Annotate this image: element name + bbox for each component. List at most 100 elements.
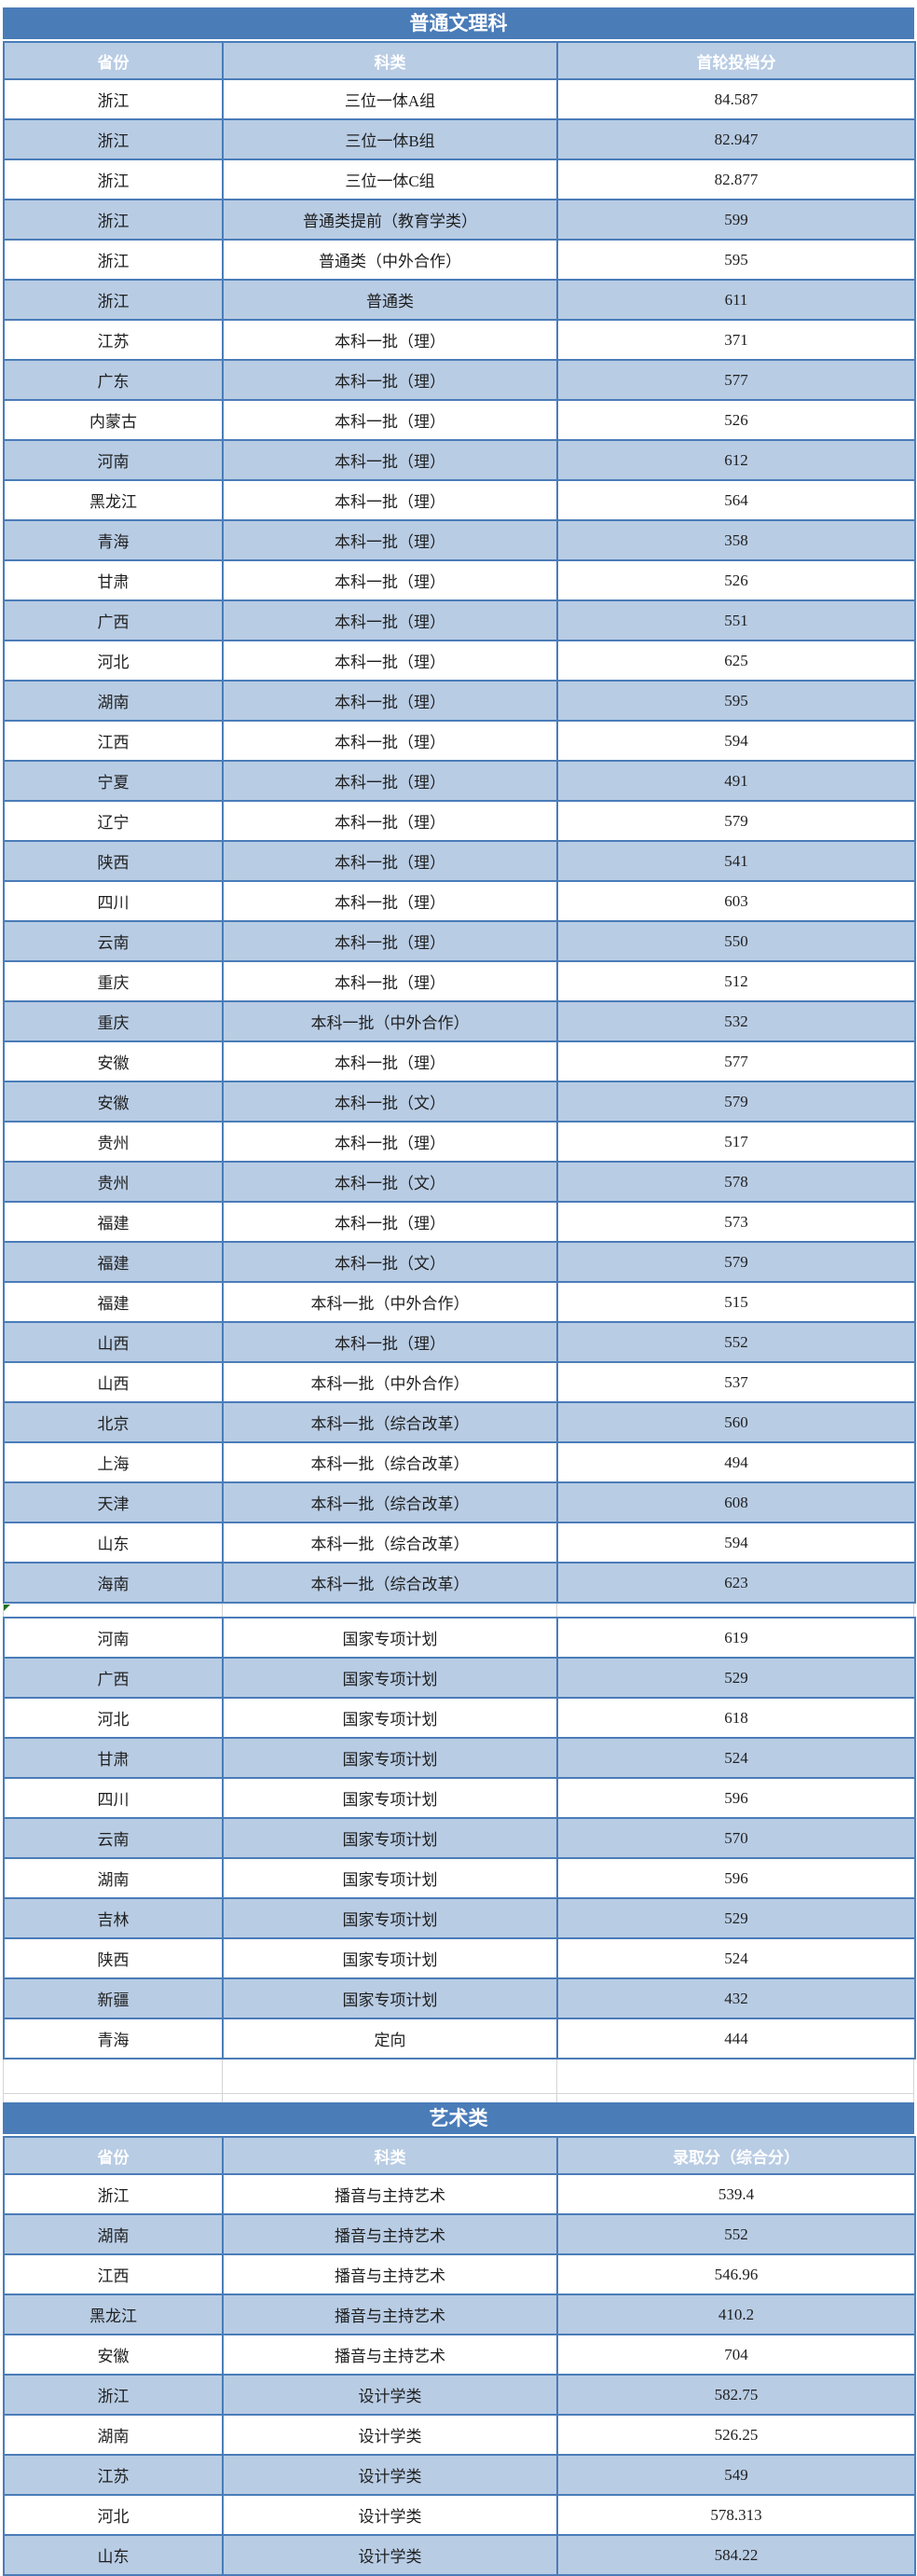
score-cell: 529 [556, 1657, 916, 1699]
category-cell: 本科一批（理） [222, 920, 558, 962]
header-row: 省份 科类 录取分（综合分） [3, 2136, 916, 2175]
score-cell: 623 [556, 1562, 916, 1604]
province-cell: 广西 [3, 1657, 224, 1699]
header-row: 省份 科类 首轮投档分 [3, 41, 916, 80]
category-cell: 国家专项计划 [222, 1977, 558, 2019]
table-row: 内蒙古 本科一批（理） 526 [3, 399, 916, 441]
score-cell: 371 [556, 319, 916, 361]
score-cell: 594 [556, 720, 916, 762]
province-cell: 四川 [3, 880, 224, 922]
category-cell: 本科一批（理） [222, 960, 558, 1002]
province-cell: 陕西 [3, 840, 224, 882]
province-cell: 江苏 [3, 319, 224, 361]
table-row: 云南 国家专项计划 570 [3, 1817, 916, 1859]
province-cell: 新疆 [3, 1977, 224, 2019]
header-cell-score: 首轮投档分 [556, 41, 916, 80]
score-cell: 625 [556, 640, 916, 682]
category-cell: 本科一批（理） [222, 1321, 558, 1363]
score-cell: 552 [556, 1321, 916, 1363]
table-row: 江苏 本科一批（理） 371 [3, 319, 916, 361]
table-row: 湖南 本科一批（理） 595 [3, 680, 916, 722]
province-cell: 辽宁 [3, 800, 224, 842]
score-cell: 612 [556, 439, 916, 481]
table-row: 重庆 本科一批（中外合作） 532 [3, 1000, 916, 1042]
column-divider-line [913, 2059, 914, 2102]
score-cell: 432 [556, 1977, 916, 2019]
province-cell: 江西 [3, 2253, 224, 2295]
category-cell: 本科一批（综合改革） [222, 1562, 558, 1604]
category-cell: 本科一批（综合改革） [222, 1401, 558, 1443]
score-cell: 515 [556, 1281, 916, 1323]
province-cell: 浙江 [3, 239, 224, 281]
category-cell: 本科一批（理） [222, 680, 558, 722]
table-row: 河北 设计学类 578.313 [3, 2494, 916, 2536]
score-cell: 410.2 [556, 2294, 916, 2335]
table-row: 河南 国家专项计划 619 [3, 1617, 916, 1659]
category-cell: 国家专项计划 [222, 1777, 558, 1819]
table-row: 江西 本科一批（理） 594 [3, 720, 916, 762]
province-cell: 浙江 [3, 199, 224, 241]
column-divider-line [222, 1604, 223, 1617]
table-row: 海南 本科一批（综合改革） 623 [3, 1562, 916, 1604]
province-cell: 宁夏 [3, 760, 224, 802]
score-cell: 494 [556, 1441, 916, 1483]
column-divider-line [3, 1604, 4, 1617]
table-row: 湖南 国家专项计划 596 [3, 1857, 916, 1899]
table-row: 广西 国家专项计划 529 [3, 1657, 916, 1699]
column-divider-line [222, 2059, 223, 2102]
score-cell: 550 [556, 920, 916, 962]
score-cell: 570 [556, 1817, 916, 1859]
score-cell: 618 [556, 1697, 916, 1739]
score-cell: 608 [556, 1481, 916, 1523]
category-cell: 本科一批（中外合作） [222, 1281, 558, 1323]
table-row: 浙江 普通类提前（教育学类） 599 [3, 199, 916, 241]
table-row: 甘肃 本科一批（理） 526 [3, 559, 916, 601]
score-cell: 594 [556, 1522, 916, 1564]
category-cell: 设计学类 [222, 2414, 558, 2456]
province-cell: 河北 [3, 2494, 224, 2536]
table-row: 河北 本科一批（理） 625 [3, 640, 916, 682]
score-cell: 524 [556, 1937, 916, 1979]
category-cell: 本科一批（综合改革） [222, 1522, 558, 1564]
score-cell: 611 [556, 279, 916, 321]
column-divider-line [556, 1604, 557, 1617]
table-row: 广东 本科一批（理） 577 [3, 359, 916, 401]
province-cell: 江西 [3, 720, 224, 762]
province-cell: 内蒙古 [3, 399, 224, 441]
score-cell: 84.587 [556, 78, 916, 120]
province-cell: 广西 [3, 599, 224, 641]
table-row: 江苏 设计学类 549 [3, 2454, 916, 2496]
category-cell: 国家专项计划 [222, 1617, 558, 1659]
score-cell: 596 [556, 1857, 916, 1899]
province-cell: 云南 [3, 920, 224, 962]
table-row: 河北 国家专项计划 618 [3, 1697, 916, 1739]
table-row: 吉林 国家专项计划 529 [3, 1897, 916, 1939]
category-cell: 普通类（中外合作） [222, 239, 558, 281]
score-cell: 573 [556, 1201, 916, 1243]
province-cell: 山西 [3, 1361, 224, 1403]
table-row: 福建 本科一批（理） 573 [3, 1201, 916, 1243]
table-row: 湖南 设计学类 526.25 [3, 2414, 916, 2456]
category-cell: 播音与主持艺术 [222, 2253, 558, 2295]
score-cell: 584.22 [556, 2534, 916, 2576]
province-cell: 贵州 [3, 1121, 224, 1163]
province-cell: 广东 [3, 359, 224, 401]
regular-scores-table: 省份 科类 首轮投档分 浙江 三位一体A组 84.587 浙江 三位一体B组 82.947 浙江… [3, 41, 916, 1604]
table-row: 宁夏 本科一批（理） 491 [3, 760, 916, 802]
province-cell: 福建 [3, 1281, 224, 1323]
category-cell: 播音与主持艺术 [222, 2213, 558, 2255]
province-cell: 福建 [3, 1201, 224, 1243]
category-cell: 定向 [222, 2018, 558, 2059]
table-row: 浙江 三位一体B组 82.947 [3, 118, 916, 160]
category-cell: 设计学类 [222, 2454, 558, 2496]
score-cell: 582.75 [556, 2374, 916, 2416]
province-cell: 黑龙江 [3, 2294, 224, 2335]
score-cell: 603 [556, 880, 916, 922]
header-cell-category: 科类 [222, 41, 558, 80]
province-cell: 青海 [3, 2018, 224, 2059]
category-cell: 本科一批（理） [222, 840, 558, 882]
table-row: 北京 本科一批（综合改革） 560 [3, 1401, 916, 1443]
category-cell: 国家专项计划 [222, 1857, 558, 1899]
column-divider-line [3, 2059, 4, 2102]
category-cell: 国家专项计划 [222, 1737, 558, 1779]
